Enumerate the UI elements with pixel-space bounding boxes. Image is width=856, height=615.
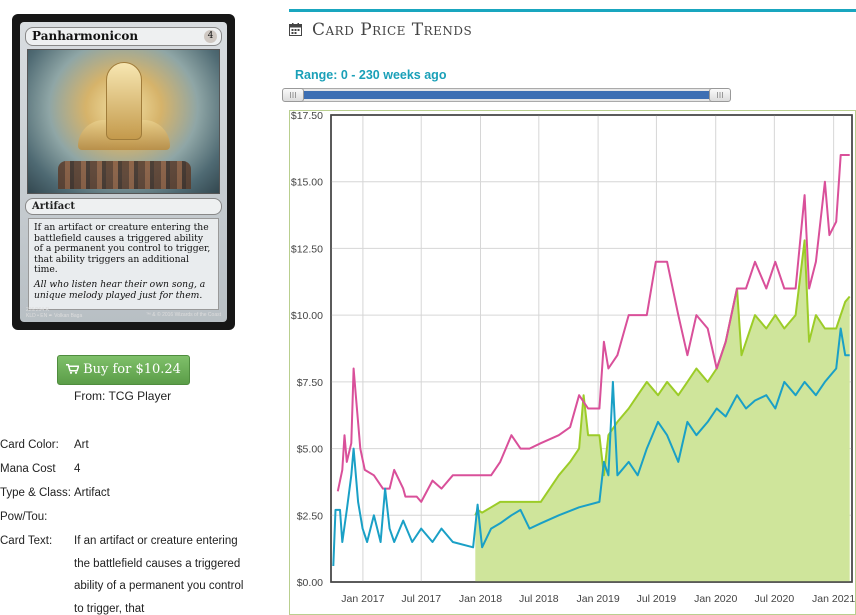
card-info-table: Card Color: Art Mana Cost 4 Type & Class…: [0, 433, 260, 615]
y-tick-label: $12.50: [291, 243, 323, 255]
y-tick-label: $5.00: [297, 444, 323, 456]
x-tick-label: Jan 2019: [576, 593, 619, 605]
card-flavor-text: All who listen hear their own song, a un…: [34, 278, 206, 301]
card-text-box: If an artifact or creature entering the …: [28, 218, 219, 310]
x-tick-label: Jul 2019: [637, 593, 677, 605]
x-tick-label: Jan 2020: [694, 593, 737, 605]
info-row-type: Type & Class: Artifact: [0, 481, 260, 505]
card-art: [27, 49, 220, 194]
section-title-text: Card Price Trends: [312, 20, 473, 40]
collector-number: 226/264 R: [26, 307, 50, 313]
series-line-blue: [332, 327, 850, 567]
price-chart-svg: $0.00 $2.50 $5.00 $7.50 $10.00 $12.50 $15.00 $1…: [291, 111, 856, 605]
x-tick-label: Jul 2017: [401, 593, 441, 605]
collector-set-artist: KLD • EN ✒ Volkan Baga: [26, 313, 83, 319]
info-value: 4: [74, 463, 81, 475]
series-line-pink: [336, 154, 850, 503]
range-slider-handle-min[interactable]: [282, 88, 304, 102]
x-tick-label: Jan 2021: [812, 593, 855, 605]
art-crowd: [58, 161, 191, 189]
card-rules-text: If an artifact or creature entering the …: [34, 222, 211, 276]
x-tick-label: Jan 2017: [341, 593, 384, 605]
info-label: Type & Class:: [0, 487, 71, 499]
info-row-mana-cost: Mana Cost 4: [0, 457, 260, 481]
info-label: Mana Cost: [0, 463, 56, 475]
y-tick-label: $7.50: [297, 377, 323, 389]
card-copyright: ™ & © 2016 Wizards of the Coast: [145, 312, 221, 318]
range-slider[interactable]: [282, 88, 731, 102]
x-tick-label: Jul 2018: [519, 593, 559, 605]
shopping-cart-icon: [66, 364, 80, 374]
info-value: If an artifact or creature entering the …: [74, 535, 244, 615]
section-divider: [289, 9, 856, 12]
card-name: Panharmonicon: [32, 29, 139, 43]
y-tick-label: $15.00: [291, 177, 323, 189]
info-row-pow-tou: Pow/Tou:: [0, 505, 260, 529]
info-row-card-text: Card Text: If an artifact or creature en…: [0, 529, 260, 615]
x-tick-label: Jan 2018: [459, 593, 502, 605]
buy-button[interactable]: Buy for $10.24: [57, 355, 190, 385]
range-label: Range: 0 - 230 weeks ago: [295, 68, 447, 82]
series-line-green: [474, 239, 851, 516]
calendar-icon: [289, 23, 302, 36]
y-tick-label: $0.00: [297, 577, 323, 589]
card-collector-info: 226/264 R KLD • EN ✒ Volkan Baga: [26, 307, 82, 319]
y-tick-label: $10.00: [291, 310, 323, 322]
info-value: [74, 505, 260, 529]
info-label: Card Text:: [0, 535, 53, 547]
y-tick-label: $2.50: [297, 510, 323, 522]
info-row-color: Card Color: Art: [0, 433, 260, 457]
card-type-line: Artifact: [25, 198, 222, 215]
info-label: Pow/Tou:: [0, 511, 48, 523]
art-machine-tower: [106, 62, 142, 140]
section-title: Card Price Trends: [289, 20, 472, 40]
info-label: Card Color:: [0, 439, 59, 451]
card-image: Panharmonicon 4 Artifact If an artifact …: [12, 14, 235, 330]
card-frame: Panharmonicon 4 Artifact If an artifact …: [20, 22, 227, 322]
info-value: Artifact: [74, 487, 110, 499]
mana-symbol-icon: 4: [204, 30, 217, 43]
y-tick-label: $17.50: [291, 111, 323, 122]
buy-button-label: Buy for $10.24: [83, 362, 181, 377]
series-area-green: [475, 240, 850, 582]
plot-frame: [330, 114, 853, 583]
range-slider-handle-max[interactable]: [709, 88, 731, 102]
range-slider-fill: [294, 91, 719, 99]
card-name-bar: Panharmonicon 4: [25, 27, 222, 46]
price-source: From: TCG Player: [74, 389, 172, 403]
price-chart: $0.00 $2.50 $5.00 $7.50 $10.00 $12.50 $15.00 $1…: [289, 110, 856, 615]
x-tick-label: Jul 2020: [754, 593, 794, 605]
info-value: Art: [74, 439, 89, 451]
